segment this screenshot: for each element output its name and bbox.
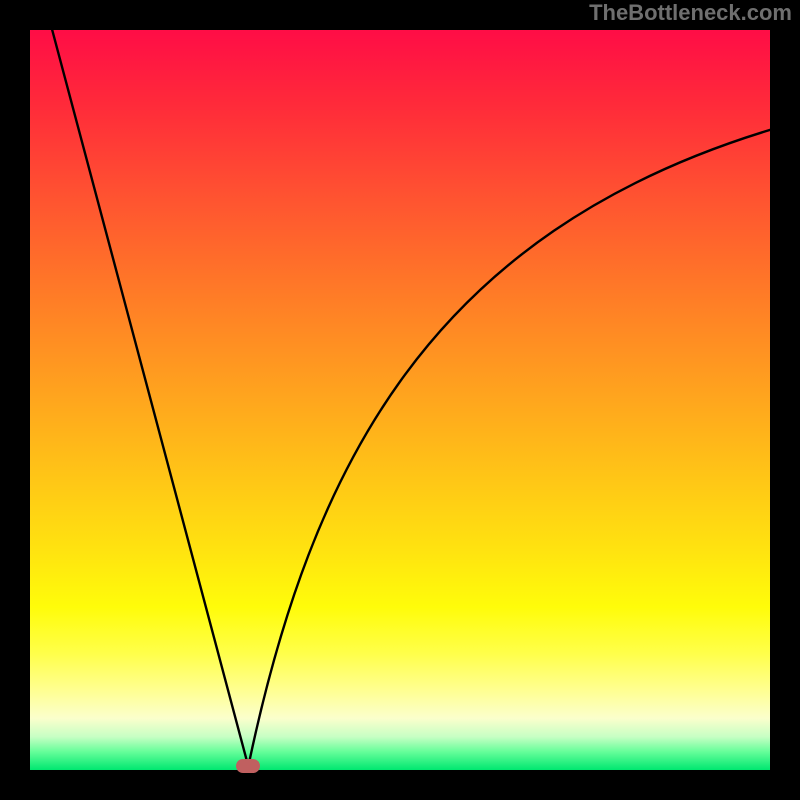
minimum-marker — [236, 759, 260, 773]
chart-container: TheBottleneck.com — [0, 0, 800, 800]
bottleneck-curve — [52, 30, 770, 766]
attribution-label: TheBottleneck.com — [589, 0, 792, 26]
curve-svg — [30, 30, 770, 770]
plot-area — [30, 30, 770, 770]
